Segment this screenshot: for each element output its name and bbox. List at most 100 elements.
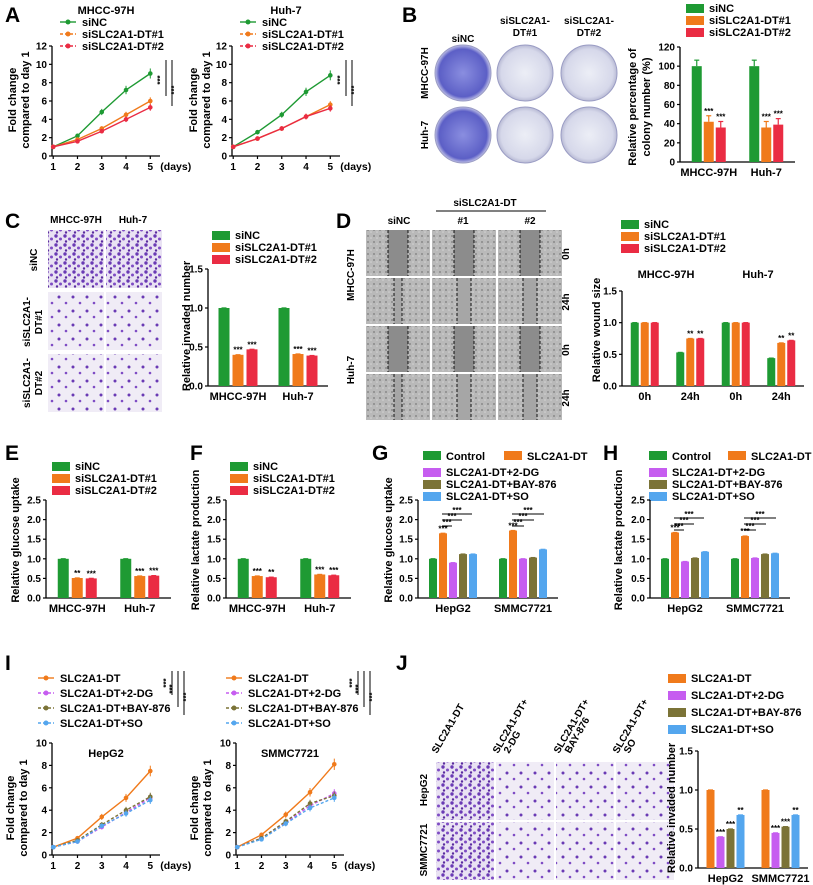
panel-a-legend-marker bbox=[65, 43, 71, 49]
transwell-image bbox=[106, 354, 162, 412]
panel-e-bar bbox=[57, 558, 69, 598]
panel-i-hepg2-point bbox=[99, 823, 105, 829]
panel-i-smmc-series-line bbox=[236, 797, 335, 848]
wound-gap bbox=[457, 374, 471, 420]
panel-b-col-head: DT#1 bbox=[513, 28, 538, 39]
panel-a-mhcc-point bbox=[147, 71, 153, 76]
panel-g-legend-entry: Control bbox=[446, 451, 485, 463]
panel-h-y-tick-label: 1.0 bbox=[631, 554, 645, 565]
panel-f-legend-swatch bbox=[230, 462, 248, 471]
panel-i-smmc-point bbox=[331, 795, 337, 801]
panel-g-legend-swatch bbox=[504, 451, 522, 460]
panel-j-legend-entry: SLC2A1-DT+SO bbox=[691, 724, 774, 736]
panel-j-bar bbox=[781, 826, 790, 868]
panel-a-mhcc-point bbox=[99, 128, 105, 134]
panel-f-bar bbox=[251, 576, 263, 598]
panel-b-significance: *** bbox=[762, 113, 772, 122]
transwell-image bbox=[556, 762, 614, 820]
panel-a-mhcc-x-tick-label: 1 bbox=[50, 162, 56, 173]
panel-i-smmc-point bbox=[331, 761, 337, 767]
panel-c-legend-entry: siNC bbox=[235, 230, 260, 242]
panel-a-y-label: compared to day 1 bbox=[201, 51, 213, 148]
panel-d-bar bbox=[767, 358, 776, 386]
panel-g-category-label: SMMC7721 bbox=[494, 603, 552, 615]
significance-marker: *** bbox=[354, 683, 363, 693]
panel-d-significance: ** bbox=[788, 331, 795, 340]
panel-i-y-label: Fold change bbox=[5, 776, 17, 841]
panel-d-col-head: siNC bbox=[388, 216, 411, 227]
panel-c-row-head: siNC bbox=[29, 249, 40, 272]
panel-b-bar bbox=[761, 127, 772, 162]
panel-i-hepg2-series-line bbox=[52, 770, 151, 848]
panel-d-bar bbox=[721, 322, 730, 386]
panel-i-hepg2-series-line bbox=[53, 796, 151, 848]
panel-i-legend-entry: SLC2A1-DT bbox=[60, 673, 121, 685]
panel-b-y-label: Relative percentage of bbox=[627, 48, 639, 166]
panel-j-legend-entry: SLC2A1-DT+2-DG bbox=[691, 690, 784, 702]
panel-b-row-head: MHCC-97H bbox=[420, 47, 431, 99]
panel-d-legend-swatch bbox=[621, 220, 639, 229]
significance-marker: *** bbox=[368, 691, 377, 701]
panel-i-hepg2-point bbox=[147, 797, 153, 803]
panel-f-significance: *** bbox=[315, 565, 325, 574]
panel-g-bar bbox=[429, 558, 437, 598]
panel-i-hepg2-title: HepG2 bbox=[88, 748, 123, 760]
panel-j-bar bbox=[706, 790, 715, 868]
panel-j-bar bbox=[726, 829, 735, 868]
colony-dish-image bbox=[434, 106, 492, 164]
panel-i-smmc-y-tick-label: 4 bbox=[225, 806, 231, 817]
panel-a-huh7-point bbox=[327, 73, 333, 78]
panel-i-legend-2-entry: SLC2A1-DT+2-DG bbox=[248, 688, 341, 700]
panel-i-hepg2-series-line bbox=[53, 799, 151, 848]
panel-g-bar bbox=[449, 562, 457, 598]
panel-d-significance: ** bbox=[697, 329, 704, 338]
panel-b-category-label: Huh-7 bbox=[751, 167, 782, 179]
panel-f-bar bbox=[314, 574, 326, 598]
panel-a-mhcc-x-tick-label: 2 bbox=[75, 162, 81, 173]
panel-e-legend-entry: siNC bbox=[75, 461, 100, 473]
panel-j-col-head: SLC2A1-DT bbox=[430, 702, 467, 755]
panel-e-bar bbox=[71, 578, 83, 598]
colony-dish-image bbox=[434, 44, 492, 102]
panel-i-legend-2-entry: SLC2A1-DT+BAY-876 bbox=[248, 703, 359, 715]
panel-g-y-tick-label: 0.5 bbox=[399, 574, 413, 585]
panel-b-bar bbox=[691, 66, 702, 162]
panel-d-bar bbox=[731, 322, 740, 386]
panel-e-bar bbox=[85, 578, 97, 598]
wound-gap bbox=[523, 278, 537, 324]
panel-b-y-tick-label: 60 bbox=[664, 100, 676, 111]
panel-b-col-head: siSLC2A1- bbox=[500, 16, 550, 27]
panel-c-row-head: siSLC2A1- bbox=[22, 297, 33, 347]
panel-i-hepg2-x-axis-label: (days) bbox=[160, 860, 191, 872]
panel-a-huh7-x-tick-label: 4 bbox=[303, 162, 309, 173]
panel-i-y-label: compared to day 1 bbox=[18, 759, 30, 856]
transwell-image bbox=[106, 230, 162, 288]
panel-h-legend-entry: Control bbox=[672, 451, 711, 463]
significance-marker: *** bbox=[162, 677, 171, 687]
panel-a-huh7-y-tick-label: 8 bbox=[221, 78, 227, 89]
panel-d-y-tick-label: 1.5 bbox=[603, 287, 617, 298]
panel-i-smmc-point bbox=[234, 844, 240, 850]
panel-j-y-tick-label: 1.5 bbox=[679, 747, 693, 758]
significance-marker: *** bbox=[182, 691, 191, 701]
panel-e-legend-swatch bbox=[52, 486, 70, 495]
panel-d-time-label: 24h bbox=[561, 293, 572, 310]
panel-d-category-label: 0h bbox=[729, 391, 742, 403]
panel-b-legend-swatch bbox=[686, 16, 704, 25]
panel-a-mhcc-point bbox=[147, 98, 153, 104]
panel-e-category-label: MHCC-97H bbox=[49, 603, 106, 615]
panel-a-legend-marker bbox=[65, 31, 71, 37]
panel-a-huh7-x-axis-label: (days) bbox=[340, 161, 371, 173]
panel-h-bar bbox=[771, 553, 779, 598]
panel-b-bar bbox=[703, 121, 714, 162]
transwell-image bbox=[496, 822, 554, 880]
panel-c-legend-entry: siSLC2A1-DT#1 bbox=[235, 242, 317, 254]
panel-b-category-label: MHCC-97H bbox=[680, 167, 737, 179]
panel-d-y-tick-label: 0.5 bbox=[603, 350, 617, 361]
panel-e-y-tick-label: 2.5 bbox=[27, 496, 41, 507]
significance-marker: *** bbox=[348, 677, 357, 687]
panel-letter: I bbox=[5, 652, 11, 675]
panel-h-bar bbox=[671, 532, 679, 598]
panel-g-y-tick-label: 1.5 bbox=[399, 535, 413, 546]
